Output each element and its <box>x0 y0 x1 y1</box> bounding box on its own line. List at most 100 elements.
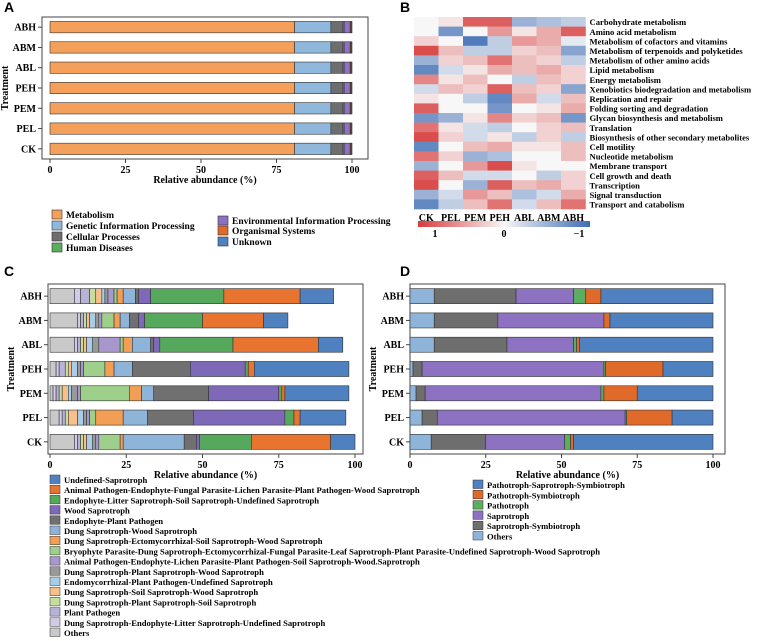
heat-cell-abm-7 <box>536 84 562 95</box>
bar-segment-abh-unknown <box>350 21 353 34</box>
heat-cell-peh-10 <box>487 113 513 123</box>
y-tick-label-pem: PEM <box>382 389 405 400</box>
bar-segment-abh-endomycorrhizal-plant-pathogen-undefined <box>101 288 106 304</box>
heat-cell-ck-15 <box>414 161 439 171</box>
heat-cell-pel-17 <box>438 180 464 191</box>
bar-segment-abh-others <box>409 288 435 304</box>
heat-row-label-lipid-metabolism: Lipid metabolism <box>590 65 656 75</box>
heat-cell-abl-13 <box>512 141 537 152</box>
heat-cell-abm-5 <box>536 65 562 75</box>
bar-segment-pem-others <box>49 385 54 402</box>
heat-cell-abh-7 <box>561 84 586 95</box>
bar-segment-abm-saprotroph-symbiotroph <box>433 312 499 329</box>
bar-segment-pel-pathotroph-symbiotroph <box>626 409 673 426</box>
legend-swatch-endophyte-plant-pathogen <box>49 515 61 525</box>
y-tick-label-peh: PEH <box>21 365 42 376</box>
heat-cell-pel-16 <box>438 170 464 181</box>
bar-segment-abh-dung-saprotroph-soil-saprotroph-wood-sap <box>95 288 103 304</box>
x-tick-label: 75 <box>632 460 642 471</box>
heat-row-label-metabolism-of-cofactors-and-vitamins: Metabolism of cofactors and vitamins <box>590 36 729 46</box>
heat-cell-abh-16 <box>561 170 586 181</box>
bar-segment-ck-cellular-processes <box>330 142 344 155</box>
bar-segment-abh-saprotroph <box>515 288 574 304</box>
bar-segment-peh-animal-pathogen-endophyte-fungal-parasit <box>247 361 255 377</box>
legend-swatch-endomycorrhizal-plant-pathogen-undefined-saprotr <box>49 576 61 586</box>
bar-segment-peh-dung-saprotroph-endophyte-litter-saprotr <box>55 361 60 377</box>
heat-cell-pel-8 <box>438 93 464 104</box>
bar-segment-pem-dung-saprotroph-plant-saprotroph-soil-sa <box>58 385 63 402</box>
legend-swatch-human-diseases <box>51 242 63 253</box>
y-tick-label-ck: CK <box>389 437 404 448</box>
bar-segment-ck-metabolism <box>49 142 295 155</box>
heat-cell-abh-12 <box>561 132 586 143</box>
heat-row-label-replication-and-repair: Replication and repair <box>590 94 673 104</box>
heat-cell-pel-7 <box>438 84 464 95</box>
heat-cell-ck-9 <box>414 103 439 114</box>
heat-cell-pem-3 <box>463 45 488 56</box>
heat-cell-abl-2 <box>512 36 537 47</box>
legend-swatch-plant-pathogen <box>49 607 61 617</box>
bar-segment-abm-plant-pathogen <box>80 312 84 329</box>
bar-segment-peh-endomycorrhizal-plant-pathogen-undefined <box>71 361 78 377</box>
bar-segment-peh-saprotroph <box>421 361 605 377</box>
heat-cell-ck-13 <box>414 141 439 152</box>
bar-segment-ck-genetic-information-processing <box>294 142 332 155</box>
bar-segment-ck-dung-saprotroph-ectomycorrhizal-soil-sap <box>119 434 124 450</box>
bar-segment-abl-dung-saprotroph-ectomycorrhizal-soil-sap <box>122 336 133 353</box>
bar-segment-abm-pathotroph-symbiotroph <box>603 312 611 329</box>
heat-col-label-pem: PEM <box>464 213 487 224</box>
bar-segment-pel-endophyte-plant-pathogen <box>147 409 194 426</box>
bar-segment-abh-bryophyte-parasite-dung-saprotroph-ectom <box>113 288 118 304</box>
heat-cell-pem-2 <box>463 36 488 47</box>
heat-cell-abm-17 <box>536 180 562 191</box>
x-tick-label: 75 <box>272 165 282 176</box>
bar-segment-pel-unknown <box>350 122 353 135</box>
bar-segment-pem-pathotroph-saprotroph-symbiotroph <box>636 385 714 402</box>
heat-cell-abh-15 <box>561 161 586 171</box>
bar-segment-abm-dung-saprotroph-plant-saprotroph-soil-sa <box>83 312 87 329</box>
bar-segment-abl-endomycorrhizal-plant-pathogen-undefined <box>86 336 93 353</box>
bar-segment-abl-plant-pathogen <box>77 336 81 353</box>
heat-cell-ck-7 <box>414 84 439 95</box>
heat-cell-abl-10 <box>512 113 537 123</box>
bar-segment-abh-others <box>49 288 75 304</box>
bar-segment-abm-animal-pathogen-endophyte-fungal-parasit <box>202 312 264 329</box>
heat-cell-abm-19 <box>536 199 562 210</box>
bar-segment-pel-cellular-processes <box>330 122 344 135</box>
heat-col-label-peh: PEH <box>489 213 510 224</box>
bar-segment-peh-dung-saprotroph-wood-saprotroph <box>113 361 133 377</box>
heat-cell-pel-11 <box>438 122 464 133</box>
bar-segment-pel-dung-saprotroph-ectomycorrhizal-soil-sap <box>95 409 124 426</box>
heat-cell-abl-7 <box>512 84 537 95</box>
heat-cell-peh-9 <box>487 103 513 114</box>
heat-cell-ck-5 <box>414 65 439 75</box>
bar-segment-abl-saprotroph-symbiotroph <box>433 336 508 353</box>
bar-segment-peh-dung-saprotroph-soil-saprotroph-wood-sap <box>68 361 72 377</box>
bar-segment-pel-endomycorrhizal-plant-pathogen-undefined <box>77 409 84 426</box>
heat-cell-abm-3 <box>536 45 562 56</box>
y-tick-label-pel: PEL <box>385 413 405 424</box>
legend-label-cellular-processes: Cellular Processes <box>66 233 140 243</box>
legend-label-pathotroph: Pathotroph <box>487 501 529 511</box>
heat-cell-abl-9 <box>512 103 537 114</box>
bar-segment-pem-pathotroph-symbiotroph <box>603 385 638 402</box>
bar-segment-ck-saprotroph-symbiotroph <box>430 434 487 450</box>
bar-segment-pem-dung-saprotroph-wood-saprotroph <box>141 385 154 402</box>
y-tick-label-abh: ABH <box>14 23 36 34</box>
bar-segment-abm-saprotroph <box>497 312 605 329</box>
panel-d-legend: Pathotroph-Saprotroph-SymbiotrophPathotr… <box>472 479 625 542</box>
legend-label-saprotroph-symbiotroph: Saprotroph-Symbiotroph <box>487 521 580 531</box>
legend-swatch-animal-pathogen-endophyte-fungal-parasite-lichen <box>49 484 61 494</box>
heat-cell-abm-6 <box>536 74 562 85</box>
bar-segment-pel-endophyte-litter-saprotroph-soil-saprotr <box>284 409 295 426</box>
legend-swatch-others <box>49 627 61 637</box>
bar-segment-pem-others <box>409 385 417 402</box>
bar-segment-abm-metabolism <box>49 41 295 54</box>
panel-c-chart: 0 25 50 75 100 Relative abundance (%) Treatmen… <box>6 283 364 481</box>
panel-label-c: C <box>4 263 14 279</box>
bar-segment-abm-endophyte-plant-pathogen <box>129 312 139 329</box>
heat-cell-abl-15 <box>512 161 537 171</box>
bar-segment-abh-dung-saprotroph-ectomycorrhizal-soil-sap <box>116 288 124 304</box>
panel-label-b: B <box>400 0 410 15</box>
legend-swatch-saprotroph <box>472 510 484 520</box>
